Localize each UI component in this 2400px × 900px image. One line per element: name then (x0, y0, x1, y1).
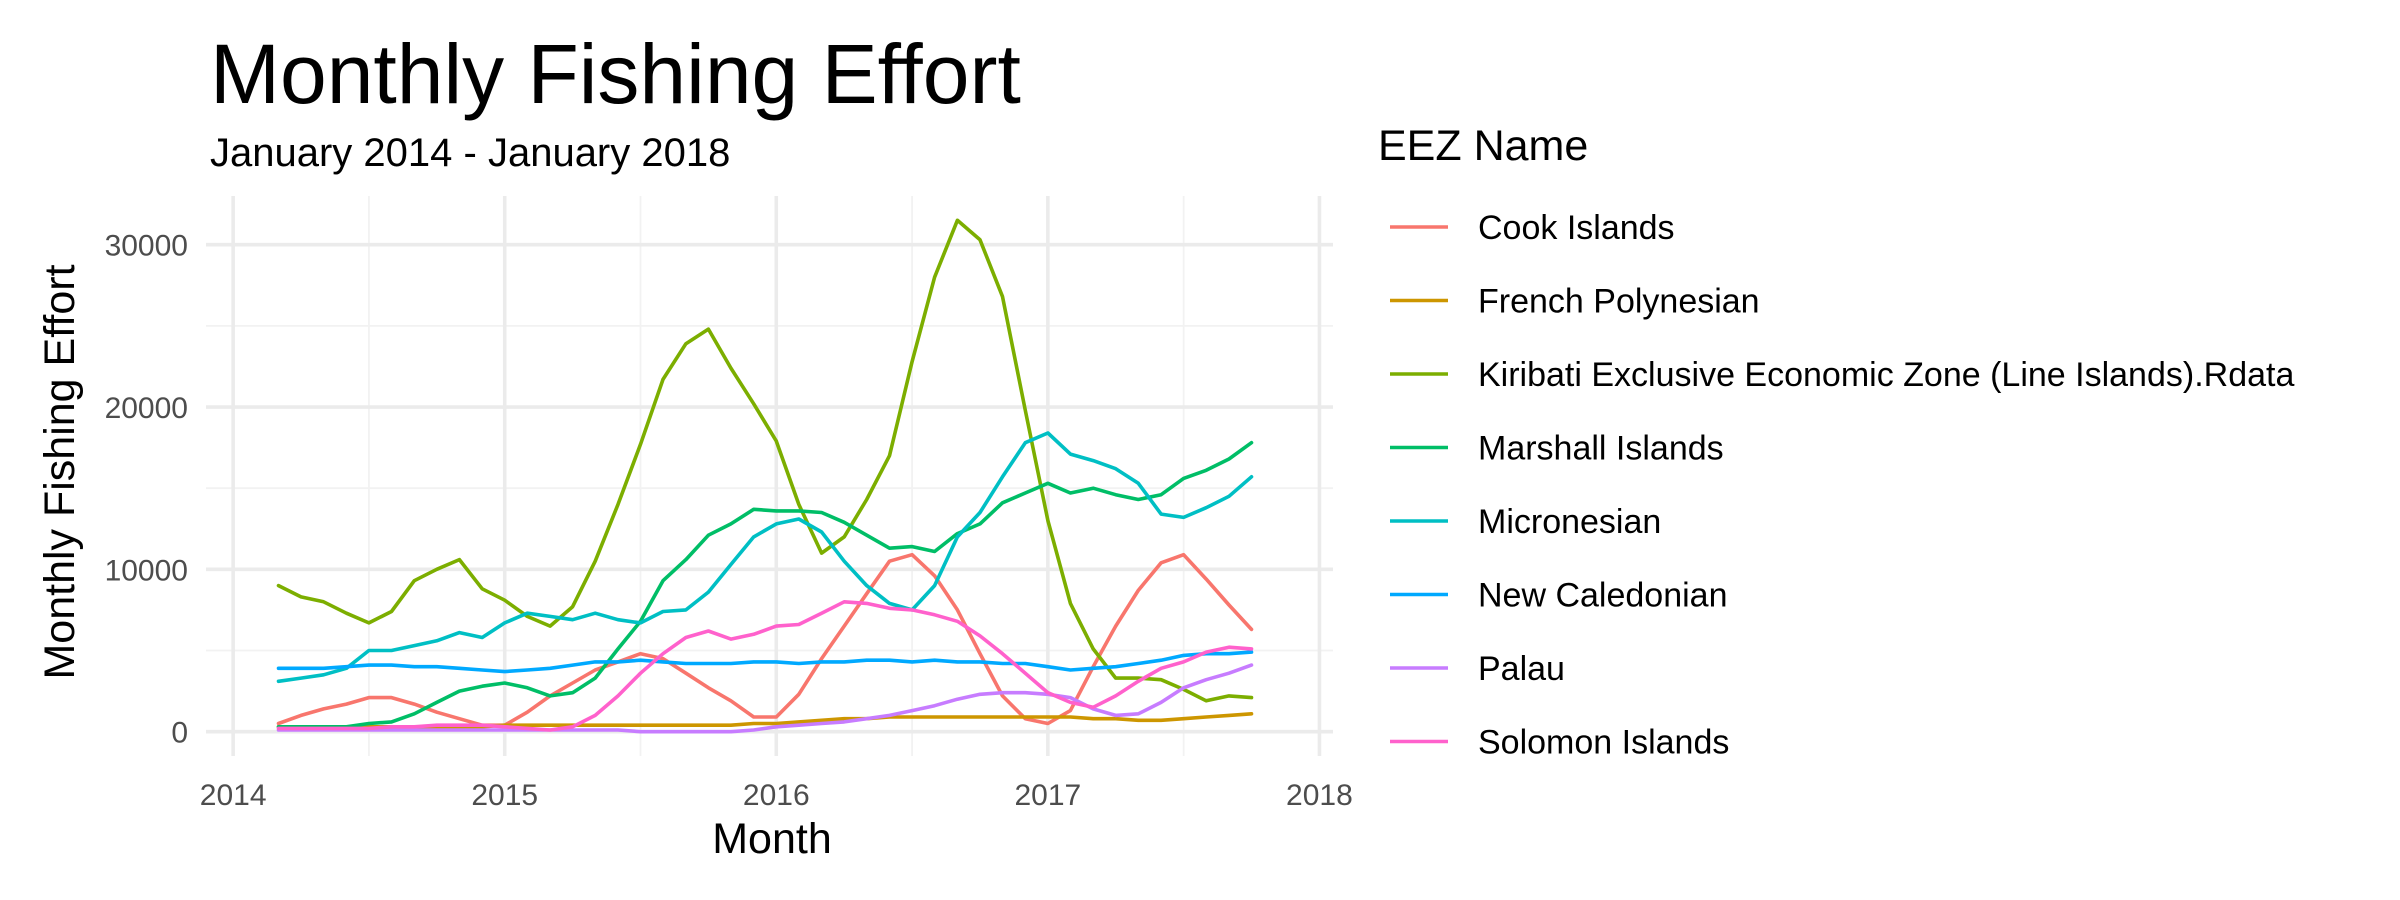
series-line (276, 650, 1254, 674)
y-tick-label: 20000 (105, 392, 188, 425)
x-axis-ticks: 2014 2015 2016 2017 2018 (200, 779, 1353, 812)
x-tick-label: 2015 (471, 779, 538, 812)
x-tick-label: 2016 (743, 779, 810, 812)
series-line (276, 431, 1254, 684)
x-axis-title: Month (712, 815, 832, 863)
plot-panel (206, 196, 1333, 756)
major-gridlines (206, 196, 1333, 756)
legend-label: Micronesian (1478, 503, 1661, 541)
legend-label: Solomon Islands (1478, 724, 1729, 762)
legend: EEZ Name Cook Islands French Polynesian Ki… (1378, 122, 2294, 762)
legend-label: French Polynesian (1478, 283, 1760, 321)
legend-label: Palau (1478, 650, 1565, 688)
x-tick-label: 2014 (200, 779, 267, 812)
legend-label: Marshall Islands (1478, 430, 1724, 468)
legend-label: New Caledonian (1478, 577, 1728, 615)
series-line (276, 552, 1254, 728)
series-line (276, 218, 1254, 703)
legend-items: Cook Islands French Polynesian Kiribati Ex… (1390, 209, 2294, 762)
y-axis-title: Monthly Fishing Effort (36, 264, 84, 679)
series-lines (276, 218, 1254, 734)
minor-gridlines (206, 196, 1333, 756)
chart-title: Monthly Fishing Effort (210, 27, 1021, 121)
series-line (276, 599, 1254, 732)
y-tick-label: 30000 (105, 230, 188, 263)
x-tick-label: 2017 (1014, 779, 1081, 812)
legend-title: EEZ Name (1378, 122, 1588, 170)
series-line (276, 440, 1254, 729)
y-tick-label: 10000 (105, 554, 188, 587)
legend-label: Kiribati Exclusive Economic Zone (Line I… (1478, 356, 2294, 394)
x-tick-label: 2018 (1286, 779, 1353, 812)
y-axis-ticks: 0 10000 20000 30000 (105, 230, 188, 750)
y-tick-label: 0 (171, 717, 188, 750)
chart-subtitle: January 2014 - January 2018 (210, 131, 730, 175)
legend-label: Cook Islands (1478, 209, 1675, 247)
